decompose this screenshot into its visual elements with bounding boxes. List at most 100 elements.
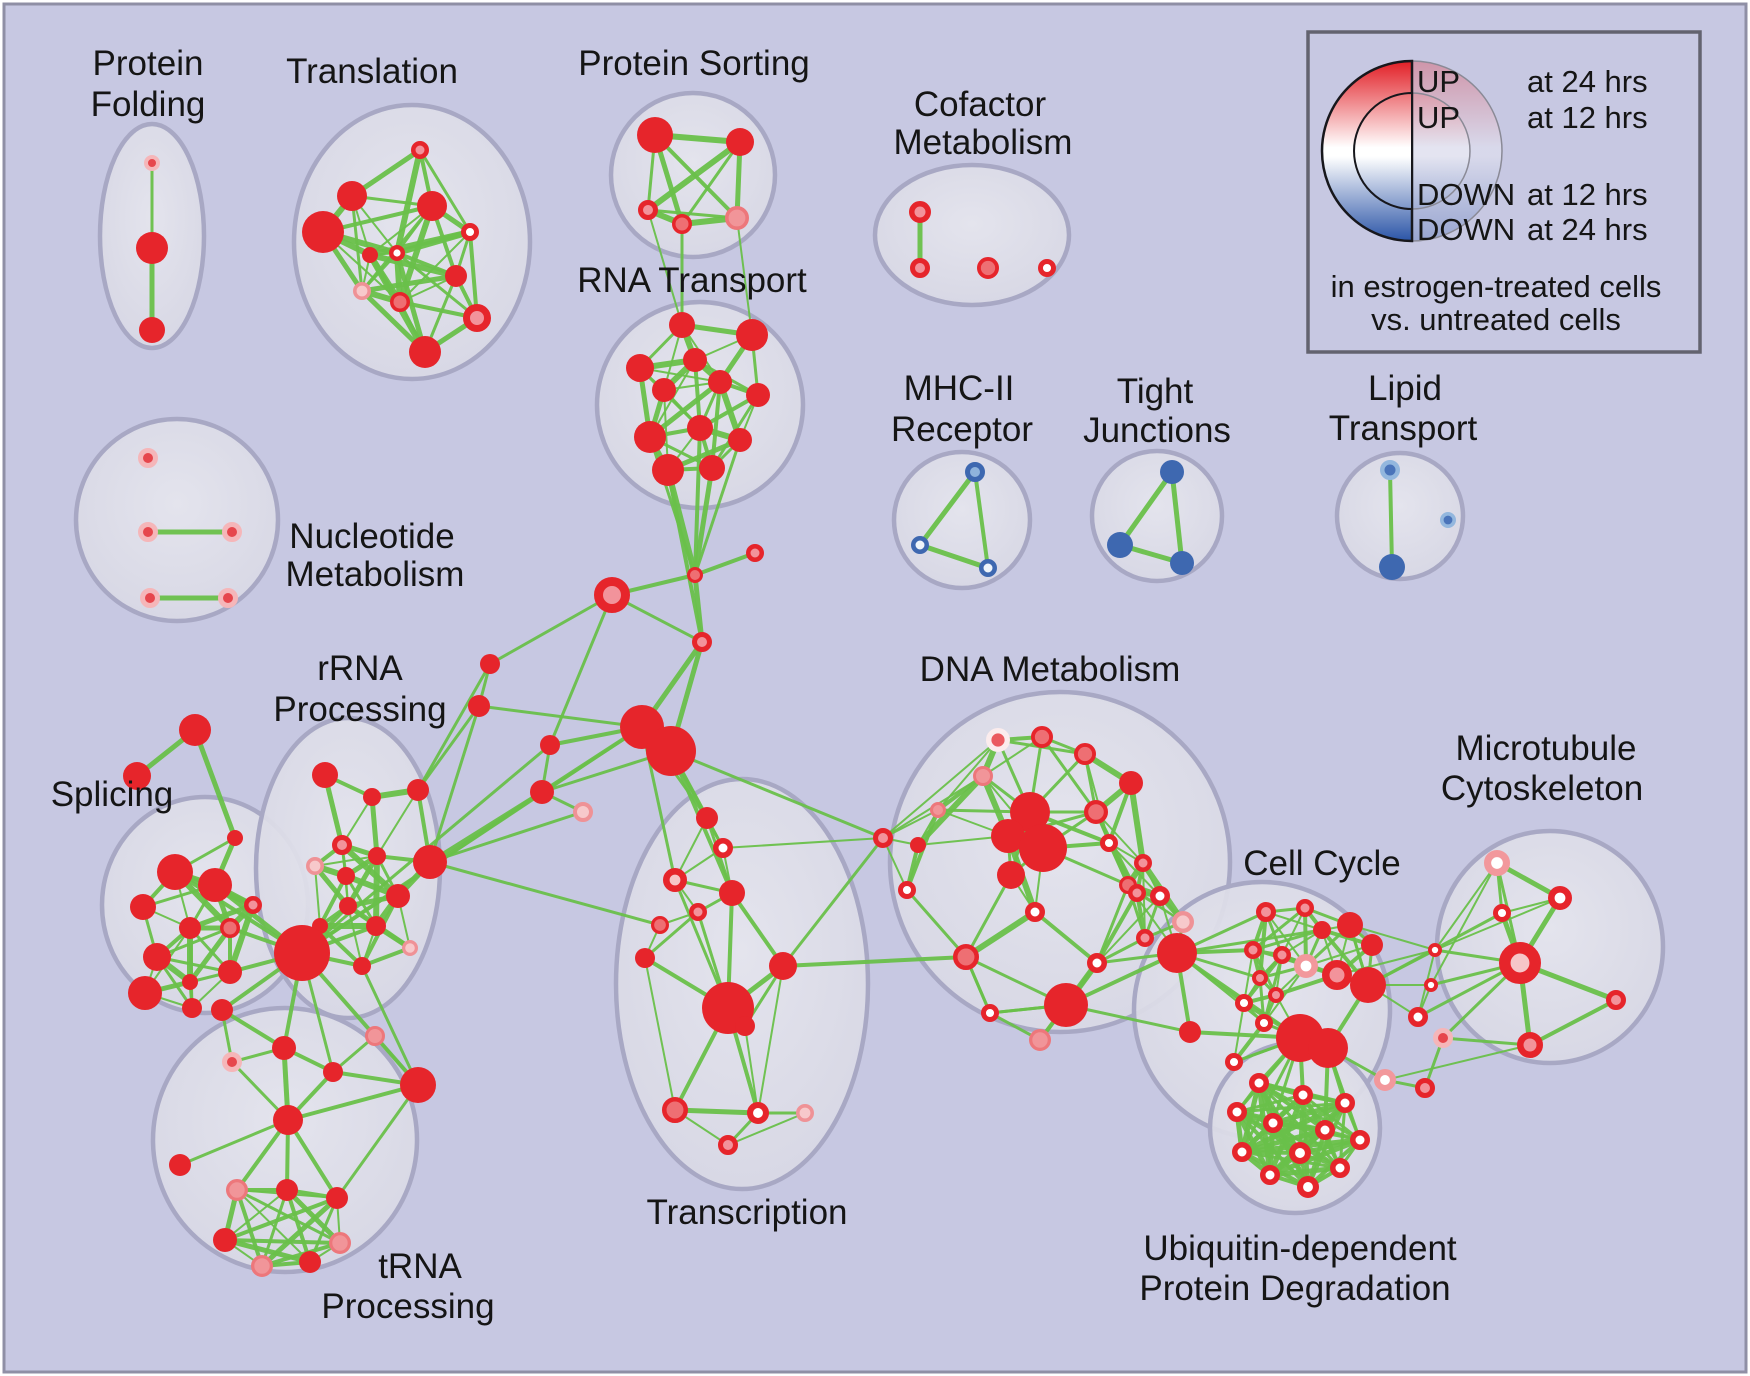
network-edge	[1117, 469, 1175, 548]
gene-node	[411, 141, 429, 159]
gene-node	[669, 312, 695, 338]
legend-time-label: at 12 hrs	[1527, 100, 1648, 135]
gene-node	[1227, 1102, 1247, 1122]
gene-node	[726, 128, 754, 156]
cluster-label-trna: tRNA	[378, 1247, 462, 1286]
gene-node	[144, 155, 160, 171]
gene-node	[662, 867, 687, 892]
gene-node	[198, 868, 232, 902]
network-edge	[643, 910, 700, 960]
gene-node	[1296, 899, 1314, 917]
network-edge	[730, 891, 785, 968]
gene-node	[222, 1052, 242, 1072]
gene-node	[1031, 725, 1054, 748]
network-edge	[416, 662, 492, 792]
network-edge	[468, 230, 479, 320]
gene-node	[139, 317, 165, 343]
gene-node	[1335, 1093, 1355, 1113]
gene-node	[1224, 1052, 1243, 1071]
network-edge	[428, 704, 481, 864]
gene-node	[222, 522, 242, 542]
legend-time-label: at 24 hrs	[1527, 212, 1648, 247]
gene-node	[1256, 902, 1276, 922]
network-edge	[982, 736, 1043, 777]
gene-node	[736, 319, 768, 351]
network-edge	[488, 593, 614, 666]
gene-node	[328, 1232, 351, 1255]
gene-node	[713, 838, 733, 858]
gene-node	[672, 214, 692, 234]
gene-node	[136, 232, 168, 264]
gene-node	[638, 200, 658, 220]
gene-node	[1499, 942, 1542, 985]
network-edge	[1441, 1036, 1532, 1047]
gene-node	[719, 880, 745, 906]
cluster-label-mhc: Receptor	[891, 410, 1033, 449]
gene-node	[965, 462, 985, 482]
cluster-label-tj: Junctions	[1083, 411, 1231, 450]
gene-node	[1415, 1078, 1435, 1098]
gene-node	[687, 567, 703, 583]
network-edge	[744, 1025, 759, 1114]
network-edge	[1096, 895, 1161, 964]
gene-node	[1171, 911, 1194, 934]
cluster-label-ps: Protein Sorting	[578, 44, 810, 83]
network-edge	[345, 853, 380, 909]
network-edge	[347, 905, 363, 967]
gene-node	[897, 880, 916, 899]
gene-node	[169, 1154, 191, 1176]
gene-node	[1083, 799, 1108, 824]
gene-node	[468, 695, 490, 717]
gene-node	[274, 925, 330, 981]
network-edge	[220, 1008, 286, 1050]
network-edge	[781, 836, 885, 968]
gene-node	[1232, 1142, 1252, 1162]
cluster-label-tj: Tight	[1117, 372, 1194, 411]
network-edge	[418, 148, 472, 234]
gene-node	[626, 354, 654, 382]
gene-node	[769, 952, 797, 980]
network-edge	[369, 794, 380, 859]
gene-node	[746, 544, 764, 562]
network-edge	[367, 252, 459, 279]
cluster-label-nm: Metabolism	[286, 555, 465, 594]
network-edge	[222, 1237, 313, 1265]
gene-node	[143, 943, 171, 971]
gene-node	[637, 117, 673, 153]
legend-time-label: at 12 hrs	[1527, 177, 1648, 212]
gene-node	[368, 847, 386, 865]
gene-node	[662, 1097, 689, 1124]
gene-node	[795, 1104, 814, 1123]
network-edge	[666, 468, 704, 644]
gene-node	[1428, 942, 1443, 957]
network-edge	[394, 147, 423, 256]
gene-node	[746, 383, 770, 407]
gene-node	[1379, 554, 1405, 580]
network-edge	[286, 1083, 420, 1122]
gene-node	[337, 181, 367, 211]
gene-node	[1029, 1029, 1052, 1052]
network-edge	[428, 860, 662, 927]
gene-node	[362, 247, 378, 263]
cluster-shape-mhc	[891, 449, 1033, 591]
cluster-label-ub: Protein Degradation	[1139, 1269, 1450, 1308]
gene-node	[213, 1228, 237, 1252]
gene-node	[1606, 990, 1626, 1010]
gene-node	[220, 918, 240, 938]
cluster-label-cf: Cofactor	[914, 85, 1047, 124]
gene-node	[1010, 792, 1050, 832]
network-edge	[1040, 735, 1098, 814]
network-edge	[318, 874, 348, 928]
gene-node	[123, 762, 151, 790]
gene-node	[276, 1179, 298, 1201]
gene-node	[1074, 742, 1097, 765]
gene-node	[909, 201, 931, 223]
network-edge	[367, 229, 473, 258]
gene-node	[1249, 1073, 1269, 1093]
gene-node	[1440, 511, 1457, 528]
gene-node	[138, 522, 158, 542]
network-edge	[376, 789, 419, 857]
network-edge	[187, 925, 233, 985]
gene-node	[413, 845, 447, 879]
legend: UP at 24 hrs UP at 12 hrs DOWN at 12 hrs DOWN a…	[1306, 30, 1702, 354]
